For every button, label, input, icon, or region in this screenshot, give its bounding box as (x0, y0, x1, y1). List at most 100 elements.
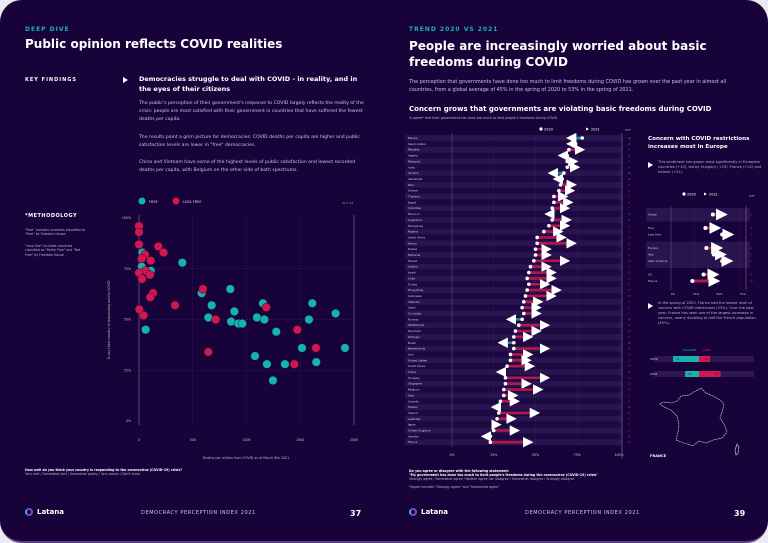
latana-logo: Latana (25, 508, 64, 516)
scatter-point-free (280, 359, 290, 369)
row-label: Argentina (408, 218, 422, 222)
row-diff: 15 (627, 323, 631, 327)
bar-agree (699, 356, 711, 362)
row-stripe (405, 199, 622, 206)
legend-2021-marker (586, 127, 589, 131)
side-title: Concern with COVID restrictions increase… (648, 136, 750, 150)
group-stripe (646, 221, 750, 242)
row-label: Norway (408, 317, 419, 321)
row-diff: 5 (750, 233, 752, 237)
dumbbell-point-2020 (533, 247, 538, 251)
row-stripe (405, 281, 622, 288)
right-kicker: TREND 2020 VS 2021 (409, 26, 499, 33)
legend-free-swatch (138, 197, 146, 205)
legend-2020-marker (682, 192, 686, 196)
legend-2020-marker (539, 127, 543, 131)
row-diff: 5 (628, 195, 630, 199)
row-diff: 9 (628, 265, 630, 269)
x-tick-label: 500 (190, 438, 196, 442)
brand-name: Latana (421, 508, 448, 516)
scatter-point-free (207, 300, 217, 310)
row-stripe (405, 404, 622, 411)
row-label: France (408, 440, 418, 444)
row-label: France (648, 279, 658, 283)
latana-logo-icon (409, 508, 417, 516)
left-footer-title: DEMOCRACY PERCEPTION INDEX 2021 (141, 510, 256, 516)
row-stripe (405, 293, 622, 299)
scatter-point-free (141, 325, 151, 335)
dumbbell-point-2020 (520, 317, 524, 322)
x-tick-label: 25% (693, 292, 700, 296)
row-stripe (405, 427, 622, 434)
row-stripe (405, 176, 622, 182)
legend-2021-label: 2021 (709, 193, 718, 197)
right-question: Do you agree or disagree with the follow… (409, 469, 510, 473)
dumbbell-point-2020 (520, 305, 524, 310)
row-stripe (405, 152, 622, 159)
dumbbell-point-2020 (535, 241, 539, 246)
diff-header: DIFF (749, 194, 755, 198)
row-diff: 23 (627, 376, 631, 380)
row-diff: 20 (627, 241, 631, 245)
dumbbell-point-2020 (508, 358, 513, 363)
row-diff: 10 (749, 246, 753, 250)
row-stripe (405, 398, 622, 405)
scatter-point-less-free (159, 248, 169, 258)
dumbbell-point-2020 (565, 165, 570, 170)
row-label: Italy (408, 393, 414, 397)
x-tick-label: 75% (574, 453, 581, 457)
scatter-point-free (307, 298, 317, 308)
dumbbell-point-2020 (550, 218, 554, 222)
row-label: Vietnam (408, 300, 420, 304)
row-label: United Kingdom (408, 429, 431, 433)
row-stripe (405, 246, 622, 253)
row-stripe (405, 257, 622, 264)
dumbbell-point-2020 (720, 232, 725, 237)
x-tick-label: 1500 (296, 438, 304, 442)
dumbbell-point-2020 (565, 159, 570, 164)
row-label: Latin America (648, 259, 668, 263)
row-diff: -6 (628, 136, 631, 140)
dumbbell-point-2020 (505, 364, 509, 368)
dumbbell-point-2020 (573, 142, 578, 146)
right-title: People are increasingly worried about ba… (409, 39, 707, 69)
right-page-number: 39 (734, 509, 746, 518)
scatter-point-less-free (139, 310, 149, 320)
scatter-point-free (259, 315, 269, 325)
row-stripe (405, 328, 622, 334)
left-question: How well do you think your country is re… (25, 468, 183, 472)
y-tick-label: 25% (124, 368, 131, 372)
scatter-point-free (250, 351, 260, 361)
scatter-point-less-free (145, 270, 155, 280)
row-label: Global (648, 213, 657, 217)
row-label: Sweden (408, 434, 419, 438)
dumbbell-point-2020 (558, 183, 563, 187)
dumbbell-point-2020 (711, 252, 716, 257)
scatter-point-free (297, 343, 307, 353)
dumbbell-point-2020 (533, 253, 538, 257)
x-tick-label: 0% (449, 453, 454, 457)
row-label: Singapore (408, 382, 422, 386)
row-label: Austria (408, 265, 418, 269)
x-tick-label: 0 (138, 438, 140, 442)
x-tick-label: 0% (671, 292, 676, 296)
dumbbell-point-2020 (557, 188, 561, 193)
dumbbell-point-2020 (703, 226, 708, 230)
dumbbell-chart-subtitle: % agree* that their government has done … (409, 116, 558, 120)
y-tick-label: 50% (124, 318, 131, 322)
x-axis-label: Deaths per million from COVID as of Marc… (203, 456, 290, 460)
legend-2020-label: 2020 (544, 128, 553, 132)
x-tick-label: 25% (490, 453, 497, 457)
row-label: Saudi Arabia (408, 142, 426, 146)
bullet-arrow-icon (123, 77, 128, 83)
row-diff: -6 (628, 317, 631, 321)
row-label: Philippines (408, 224, 424, 228)
row-diff: 12 (627, 329, 631, 333)
left-paragraph-2: The results paint a grim picture for dem… (139, 135, 360, 148)
dumbbell-point-2020 (560, 177, 565, 181)
dumbbell-point-2020 (491, 422, 496, 427)
dumbbell-point-2020 (542, 229, 546, 234)
row-diff: 6 (628, 148, 630, 152)
row-stripe (405, 228, 622, 235)
